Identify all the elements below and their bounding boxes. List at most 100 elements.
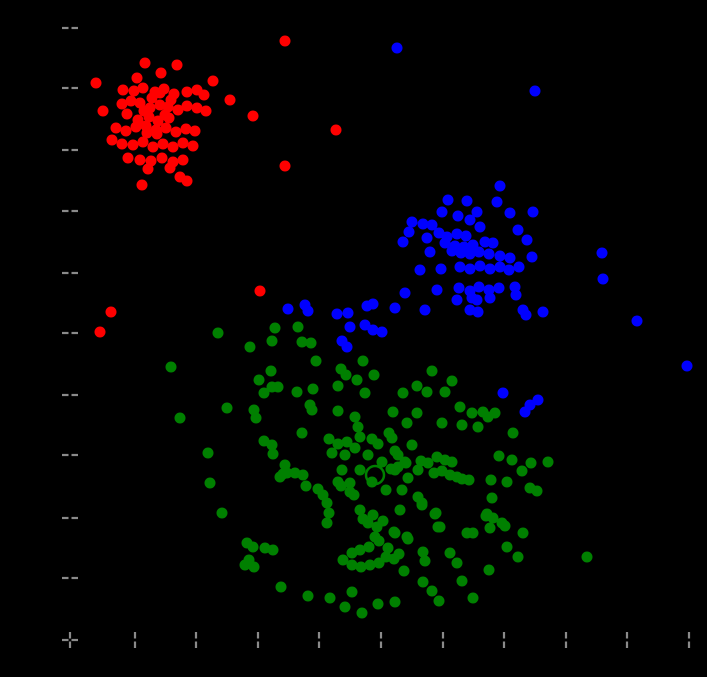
data-point-cluster-blue	[513, 261, 525, 273]
data-point-cluster-blue	[487, 237, 499, 249]
data-point-cluster-blue	[461, 195, 473, 207]
data-point-cluster-green	[355, 561, 367, 573]
data-point-cluster-green	[359, 387, 371, 399]
data-point-cluster-blue	[403, 226, 415, 238]
data-point-cluster-green	[517, 527, 529, 539]
data-point-cluster-red	[181, 100, 193, 112]
data-point-cluster-green	[399, 456, 411, 468]
data-point-cluster-red	[189, 125, 201, 137]
data-point-cluster-green	[258, 387, 270, 399]
data-point-cluster-red	[128, 85, 140, 97]
data-point-cluster-red	[134, 154, 146, 166]
data-point-cluster-blue	[454, 261, 466, 273]
data-point-cluster-red	[171, 59, 183, 71]
data-point-cluster-blue	[451, 228, 463, 240]
data-point-cluster-green	[446, 375, 458, 387]
data-point-cluster-red	[279, 160, 291, 172]
data-point-cluster-green	[467, 527, 479, 539]
data-point-cluster-blue	[527, 206, 539, 218]
data-point-cluster-blue	[529, 85, 541, 97]
data-point-cluster-green	[372, 598, 384, 610]
data-point-cluster-red	[139, 57, 151, 69]
data-point-cluster-green	[436, 417, 448, 429]
data-point-cluster-green	[417, 576, 429, 588]
data-point-cluster-green	[434, 521, 446, 533]
data-point-cluster-blue	[474, 221, 486, 233]
data-point-cluster-blue	[431, 284, 443, 296]
data-point-cluster-green	[332, 380, 344, 392]
data-point-cluster-green	[300, 480, 312, 492]
data-point-cluster-green	[344, 477, 356, 489]
data-point-cluster-blue	[474, 260, 486, 272]
data-point-cluster-green	[392, 449, 404, 461]
data-point-cluster-green	[463, 474, 475, 486]
data-point-cluster-green	[512, 551, 524, 563]
data-point-cluster-blue	[344, 321, 356, 333]
data-point-cluster-green	[339, 601, 351, 613]
data-point-cluster-green	[267, 544, 279, 556]
data-point-cluster-green	[483, 564, 495, 576]
data-point-cluster-green	[321, 497, 333, 509]
data-point-cluster-green	[499, 520, 511, 532]
data-point-cluster-red	[131, 72, 143, 84]
data-point-cluster-blue	[524, 399, 536, 411]
data-point-cluster-green	[362, 449, 374, 461]
data-point-cluster-blue	[389, 302, 401, 314]
data-point-cluster-green	[444, 547, 456, 559]
data-point-cluster-green	[332, 438, 344, 450]
data-point-cluster-red	[116, 138, 128, 150]
data-point-cluster-red	[170, 126, 182, 138]
data-point-cluster-red	[142, 163, 154, 175]
data-point-cluster-green	[411, 380, 423, 392]
data-point-cluster-red	[247, 110, 259, 122]
data-point-cluster-green	[401, 417, 413, 429]
data-point-cluster-blue	[504, 207, 516, 219]
data-point-cluster-green	[466, 407, 478, 419]
data-point-cluster-green	[396, 484, 408, 496]
data-point-cluster-green	[489, 407, 501, 419]
data-point-cluster-green	[422, 457, 434, 469]
data-point-cluster-green	[363, 541, 375, 553]
data-point-cluster-green	[339, 449, 351, 461]
data-point-cluster-red	[147, 141, 159, 153]
data-point-cluster-green	[323, 507, 335, 519]
data-point-cluster-red	[120, 125, 132, 137]
data-point-cluster-blue	[537, 306, 549, 318]
scatter-points	[90, 35, 693, 619]
data-point-cluster-green	[341, 436, 353, 448]
data-point-cluster-blue	[597, 273, 609, 285]
data-point-cluster-red	[136, 179, 148, 191]
data-point-cluster-green	[525, 457, 537, 469]
data-point-cluster-green	[274, 471, 286, 483]
data-point-cluster-green	[429, 508, 441, 520]
data-point-cluster-blue	[493, 282, 505, 294]
data-point-cluster-red	[200, 105, 212, 117]
data-point-cluster-blue	[446, 245, 458, 257]
data-point-cluster-green	[486, 492, 498, 504]
data-point-cluster-green	[507, 427, 519, 439]
data-point-cluster-blue	[426, 219, 438, 231]
data-point-cluster-green	[354, 504, 366, 516]
data-point-cluster-green	[380, 484, 392, 496]
x-axis-ticks	[68, 632, 691, 648]
centroid-markers	[364, 464, 386, 486]
data-point-cluster-green	[275, 581, 287, 593]
data-point-cluster-green	[202, 447, 214, 459]
data-point-cluster-green	[346, 547, 358, 559]
data-point-cluster-blue	[484, 292, 496, 304]
data-point-cluster-green	[439, 386, 451, 398]
data-point-cluster-green	[472, 421, 484, 433]
data-point-cluster-blue	[510, 289, 522, 301]
data-point-cluster-green	[332, 405, 344, 417]
data-point-cluster-green	[446, 456, 458, 468]
data-point-cluster-blue	[391, 42, 403, 54]
data-point-cluster-red	[151, 128, 163, 140]
data-point-cluster-blue	[521, 234, 533, 246]
data-point-cluster-green	[377, 515, 389, 527]
data-point-cluster-green	[344, 486, 356, 498]
data-point-cluster-blue	[397, 236, 409, 248]
data-point-cluster-green	[484, 522, 496, 534]
data-point-cluster-blue	[367, 324, 379, 336]
data-point-cluster-green	[346, 586, 358, 598]
